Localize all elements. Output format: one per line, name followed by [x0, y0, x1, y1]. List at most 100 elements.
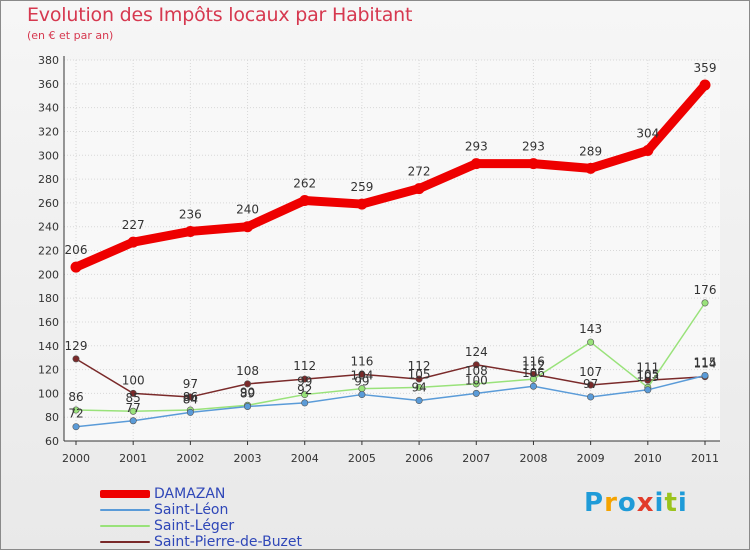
- data-label-saint-leger: 176: [694, 283, 717, 297]
- data-label-saint-leger: 85: [126, 391, 141, 405]
- data-point-saint-leger: [129, 407, 137, 415]
- data-point-saint-leon: [529, 382, 537, 390]
- data-point-saint-pierre-de-buzet: [186, 393, 194, 401]
- data-label-saint-pierre-de-buzet: 129: [65, 339, 88, 353]
- plot-area: [64, 60, 720, 441]
- data-point-saint-pierre-de-buzet: [72, 355, 80, 363]
- x-tick-label: 2010: [634, 452, 662, 465]
- data-label-saint-leon: 89: [240, 386, 255, 400]
- data-point-saint-leon: [129, 417, 137, 425]
- data-point-saint-leon: [244, 402, 252, 410]
- data-label-saint-leon: 97: [583, 377, 598, 391]
- data-point-saint-leon: [72, 423, 80, 431]
- data-point-damazan: [184, 225, 196, 237]
- data-label-saint-leon: 100: [465, 373, 488, 387]
- data-label-saint-leon: 99: [354, 375, 369, 389]
- data-label-saint-leger: 112: [522, 359, 545, 373]
- data-label-saint-leon: 103: [636, 370, 659, 384]
- x-tick-label: 2005: [348, 452, 376, 465]
- logo-letter: x: [636, 488, 655, 518]
- data-label-saint-leon: 72: [68, 407, 83, 421]
- data-point-saint-leon: [358, 391, 366, 399]
- data-label-damazan: 293: [465, 140, 488, 154]
- data-point-damazan: [356, 198, 368, 210]
- logo-letter: r: [604, 488, 618, 518]
- data-label-saint-leger: 90: [240, 385, 255, 399]
- data-point-saint-leon: [701, 372, 709, 380]
- data-label-saint-leon: 94: [411, 381, 426, 395]
- legend-item-saint-leger: Saint-Léger: [100, 518, 302, 534]
- data-point-damazan: [127, 236, 139, 248]
- data-point-damazan: [642, 144, 654, 156]
- legend-item-saint-pierre-de-buzet: Saint-Pierre-de-Buzet: [100, 534, 302, 550]
- legend-label: Saint-Léger: [154, 518, 235, 534]
- y-tick-label: 340: [38, 102, 59, 115]
- data-label-damazan: 240: [236, 203, 259, 217]
- x-tick-label: 2008: [519, 452, 547, 465]
- logo-letter: i: [677, 488, 688, 518]
- y-tick-label: 260: [38, 197, 59, 210]
- data-point-saint-leger: [415, 383, 423, 391]
- x-tick-label: 2002: [176, 452, 204, 465]
- legend-swatch: [100, 525, 150, 527]
- data-point-damazan: [299, 194, 311, 206]
- data-label-saint-leger: 86: [183, 390, 198, 404]
- logo-letter: P: [584, 488, 605, 518]
- data-label-saint-leger: 104: [350, 369, 373, 383]
- data-label-saint-pierre-de-buzet: 116: [522, 354, 545, 368]
- data-label-saint-pierre-de-buzet: 100: [122, 373, 145, 387]
- data-point-saint-pierre-de-buzet: [472, 361, 480, 369]
- legend-label: Saint-Léon: [154, 502, 229, 518]
- data-label-damazan: 262: [293, 176, 316, 190]
- series-line-saint-leger: [75, 302, 706, 412]
- x-tick-label: 2000: [62, 452, 90, 465]
- data-label-saint-leon: 115: [694, 356, 717, 370]
- data-label-saint-leger: 105: [636, 367, 659, 381]
- data-point-saint-leger: [587, 338, 595, 346]
- data-point-saint-leger: [529, 375, 537, 383]
- legend-label: DAMAZAN: [154, 486, 226, 502]
- legend-item-saint-leon: Saint-Léon: [100, 502, 302, 518]
- data-point-damazan: [413, 183, 425, 195]
- x-tick-label: 2009: [577, 452, 605, 465]
- logo-letter: t: [664, 488, 678, 518]
- data-label-damazan: 304: [636, 126, 659, 140]
- data-label-damazan: 359: [694, 61, 717, 75]
- data-label-saint-leger: 105: [408, 367, 431, 381]
- data-label-saint-pierre-de-buzet: 114: [694, 357, 717, 371]
- chart-legend: DAMAZAN Saint-Léon Saint-Léger Saint-Pierre…: [100, 486, 302, 550]
- x-tick-label: 2006: [405, 452, 433, 465]
- data-label-saint-pierre-de-buzet: 112: [408, 359, 431, 373]
- y-tick-label: 160: [38, 316, 59, 329]
- x-tick-label: 2004: [291, 452, 319, 465]
- data-label-saint-pierre-de-buzet: 111: [636, 360, 659, 374]
- data-point-damazan: [585, 162, 597, 174]
- series-line-saint-leon: [75, 374, 706, 428]
- data-point-saint-pierre-de-buzet: [415, 375, 423, 383]
- y-tick-label: 300: [38, 149, 59, 162]
- legend-label: Saint-Pierre-de-Buzet: [154, 534, 303, 550]
- series-line-saint-pierre-de-buzet: [75, 358, 706, 398]
- logo-letter: o: [617, 488, 637, 518]
- x-tick-label: 2003: [234, 452, 262, 465]
- legend-item-damazan: DAMAZAN: [100, 486, 302, 502]
- data-label-saint-pierre-de-buzet: 124: [465, 345, 488, 359]
- data-label-saint-leger: 108: [465, 364, 488, 378]
- y-tick-label: 280: [38, 173, 59, 186]
- data-point-saint-leon: [415, 397, 423, 405]
- data-point-saint-leon: [186, 408, 194, 416]
- data-point-damazan: [470, 158, 482, 170]
- x-tick-label: 2001: [119, 452, 147, 465]
- chart-subtitle: (en € et par an): [27, 29, 114, 42]
- data-point-saint-pierre-de-buzet: [301, 375, 309, 383]
- data-label-saint-pierre-de-buzet: 107: [579, 365, 602, 379]
- data-label-damazan: 272: [408, 165, 431, 179]
- data-label-saint-pierre-de-buzet: 108: [236, 364, 259, 378]
- data-label-damazan: 206: [65, 243, 88, 257]
- data-label-saint-pierre-de-buzet: 112: [293, 359, 316, 373]
- data-point-saint-leger: [472, 380, 480, 388]
- y-tick-label: 220: [38, 245, 59, 258]
- y-tick-label: 240: [38, 221, 59, 234]
- data-label-saint-leon: 92: [297, 383, 312, 397]
